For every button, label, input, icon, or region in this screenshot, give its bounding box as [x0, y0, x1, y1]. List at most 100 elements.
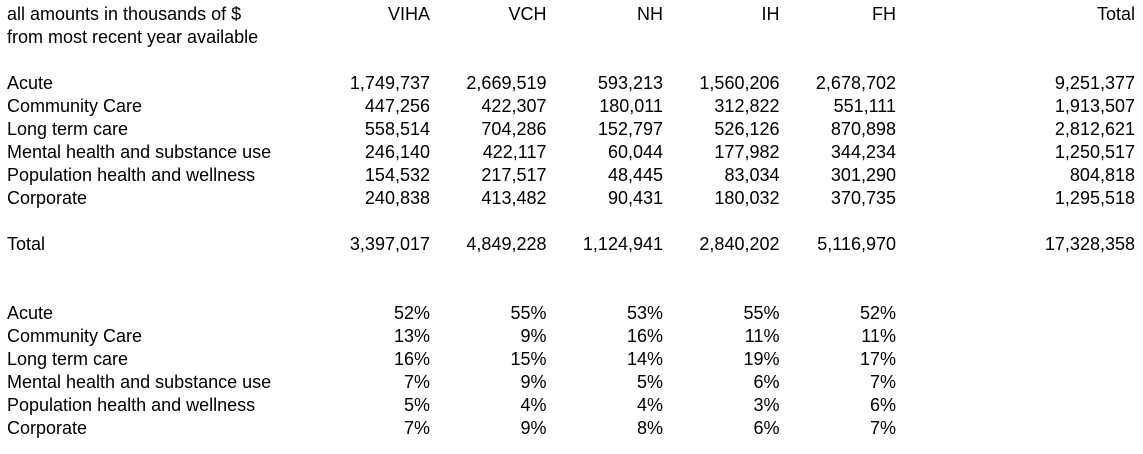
empty-cell: [7, 49, 1135, 72]
percent-cell: 53%: [626, 303, 663, 323]
amount-cell: 60,044: [607, 142, 663, 162]
percent-cell: 5%: [403, 395, 430, 415]
row-label: Community Care: [7, 326, 143, 346]
column-header-vch: VCH: [508, 4, 547, 24]
column-header-nh: NH: [637, 4, 663, 24]
empty-cell: [896, 325, 1135, 348]
row-label: Acute: [7, 73, 54, 93]
amount-cell: 2,678,702: [815, 73, 896, 93]
empty-cell: [896, 371, 1135, 394]
total-cell: 2,840,202: [699, 234, 780, 254]
empty-cell: [896, 417, 1135, 440]
percent-cell: 9%: [520, 418, 547, 438]
row-label: Long term care: [7, 119, 129, 139]
percent-cell: 19%: [743, 349, 780, 369]
table-row-population-health: Population health and wellness 154,532 2…: [7, 164, 1135, 187]
percent-cell: 6%: [869, 395, 896, 415]
empty-cell: [896, 394, 1135, 417]
amount-cell: 344,234: [830, 142, 896, 162]
percent-cell: 3%: [753, 395, 780, 415]
amount-cell: 301,290: [830, 165, 896, 185]
percent-cell: 6%: [753, 372, 780, 392]
total-cell: 5,116,970: [817, 234, 896, 254]
row-label: Mental health and substance use: [7, 142, 272, 162]
table-row-mental-health: Mental health and substance use 246,140 …: [7, 141, 1135, 164]
percent-cell: 5%: [636, 372, 663, 392]
total-row: Total 3,397,017 4,849,228 1,124,941 2,84…: [7, 233, 1135, 256]
percent-cell: 4%: [636, 395, 663, 415]
percent-cell: 7%: [403, 418, 430, 438]
row-label: Corporate: [7, 188, 88, 208]
amount-cell: 593,213: [597, 73, 663, 93]
column-header-viha: VIHA: [387, 4, 430, 24]
amount-cell: 870,898: [830, 119, 896, 139]
amount-cell: 90,431: [607, 188, 663, 208]
amount-cell: 447,256: [364, 96, 430, 116]
spacer-row: [7, 49, 1135, 72]
percent-cell: 6%: [753, 418, 780, 438]
amount-cell: 9,251,377: [1054, 73, 1135, 93]
amount-cell: 526,126: [714, 119, 780, 139]
table-row-acute: Acute 1,749,737 2,669,519 593,213 1,560,…: [7, 72, 1135, 95]
table-row-long-term-care: Long term care 558,514 704,286 152,797 5…: [7, 118, 1135, 141]
row-label: Mental health and substance use: [7, 372, 272, 392]
amount-cell: 83,034: [724, 165, 780, 185]
amount-cell: 422,307: [481, 96, 547, 116]
row-label: Population health and wellness: [7, 395, 256, 415]
total-cell: 4,849,228: [466, 234, 547, 254]
percent-cell: 52%: [859, 303, 896, 323]
empty-cell: [7, 256, 1135, 279]
percent-row-population-health: Population health and wellness 5% 4% 4% …: [7, 394, 1135, 417]
total-cell: 3,397,017: [349, 234, 430, 254]
header-row: all amounts in thousands of $ VIHA VCH N…: [7, 3, 1135, 26]
amount-cell: 413,482: [481, 188, 547, 208]
percent-row-corporate: Corporate 7% 9% 8% 6% 7%: [7, 417, 1135, 440]
health-authority-spending-table: all amounts in thousands of $ VIHA VCH N…: [7, 3, 1135, 440]
percent-cell: 11%: [744, 326, 780, 346]
percent-cell: 9%: [520, 326, 547, 346]
amount-cell: 152,797: [597, 119, 663, 139]
amount-cell: 240,838: [364, 188, 430, 208]
percent-cell: 16%: [393, 349, 430, 369]
percent-cell: 16%: [626, 326, 663, 346]
empty-cell: [7, 279, 1135, 302]
amount-cell: 2,812,621: [1054, 119, 1135, 139]
amount-cell: 1,250,517: [1054, 142, 1135, 162]
amount-cell: 1,913,507: [1054, 96, 1135, 116]
amount-cell: 48,445: [607, 165, 663, 185]
empty-cell: [896, 348, 1135, 371]
amount-cell: 804,818: [1069, 165, 1135, 185]
percent-cell: 14%: [626, 349, 663, 369]
percent-cell: 55%: [510, 303, 547, 323]
row-label: Acute: [7, 303, 54, 323]
column-header-fh: FH: [872, 4, 896, 24]
percent-row-long-term-care: Long term care 16% 15% 14% 19% 17%: [7, 348, 1135, 371]
empty-cell: [896, 302, 1135, 325]
header-row-2: from most recent year available: [7, 26, 1135, 49]
amount-cell: 154,532: [364, 165, 430, 185]
amount-cell: 180,032: [714, 188, 780, 208]
spacer-row: [7, 279, 1135, 302]
percent-cell: 4%: [520, 395, 547, 415]
spacer-row: [7, 210, 1135, 233]
amount-cell: 312,822: [714, 96, 780, 116]
total-cell: 1,124,941: [582, 234, 663, 254]
percent-cell: 11%: [861, 326, 896, 346]
total-row-label: Total: [7, 234, 46, 254]
amount-cell: 370,735: [830, 188, 896, 208]
amount-cell: 1,749,737: [349, 73, 430, 93]
row-label: Community Care: [7, 96, 143, 116]
amount-cell: 180,011: [599, 96, 663, 116]
amount-cell: 704,286: [481, 119, 547, 139]
percent-cell: 15%: [510, 349, 547, 369]
row-label: Long term care: [7, 349, 129, 369]
percent-row-acute: Acute 52% 55% 53% 55% 52%: [7, 302, 1135, 325]
percent-row-mental-health: Mental health and substance use 7% 9% 5%…: [7, 371, 1135, 394]
amount-cell: 1,560,206: [699, 73, 780, 93]
row-label: Corporate: [7, 418, 88, 438]
empty-cell: [287, 26, 1135, 49]
amount-cell: 2,669,519: [466, 73, 547, 93]
spending-table-sheet: all amounts in thousands of $ VIHA VCH N…: [0, 3, 1143, 454]
column-header-total: Total: [1096, 4, 1135, 24]
percent-row-community-care: Community Care 13% 9% 16% 11% 11%: [7, 325, 1135, 348]
